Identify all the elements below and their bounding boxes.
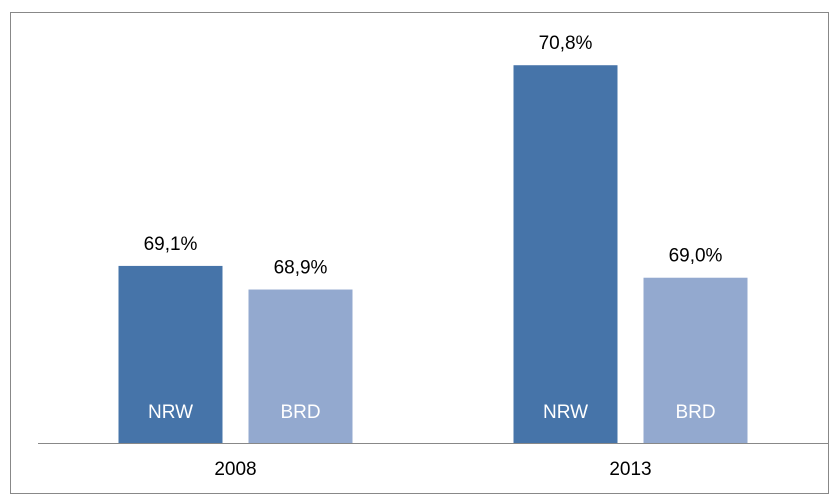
- value-label: 70,8%: [539, 33, 593, 54]
- value-label: 68,9%: [274, 258, 328, 279]
- value-label: 69,0%: [669, 246, 723, 267]
- bar: [513, 65, 618, 443]
- series-label: NRW: [148, 402, 193, 423]
- series-label: BRD: [280, 402, 320, 423]
- bar: [248, 289, 353, 443]
- series-label: NRW: [543, 402, 588, 423]
- x-tick-label: 2013: [609, 459, 651, 480]
- bar: [118, 265, 223, 443]
- x-tick-label: 2008: [214, 459, 256, 480]
- bar: [643, 277, 748, 443]
- value-label: 69,1%: [144, 234, 198, 255]
- series-label: BRD: [675, 402, 715, 423]
